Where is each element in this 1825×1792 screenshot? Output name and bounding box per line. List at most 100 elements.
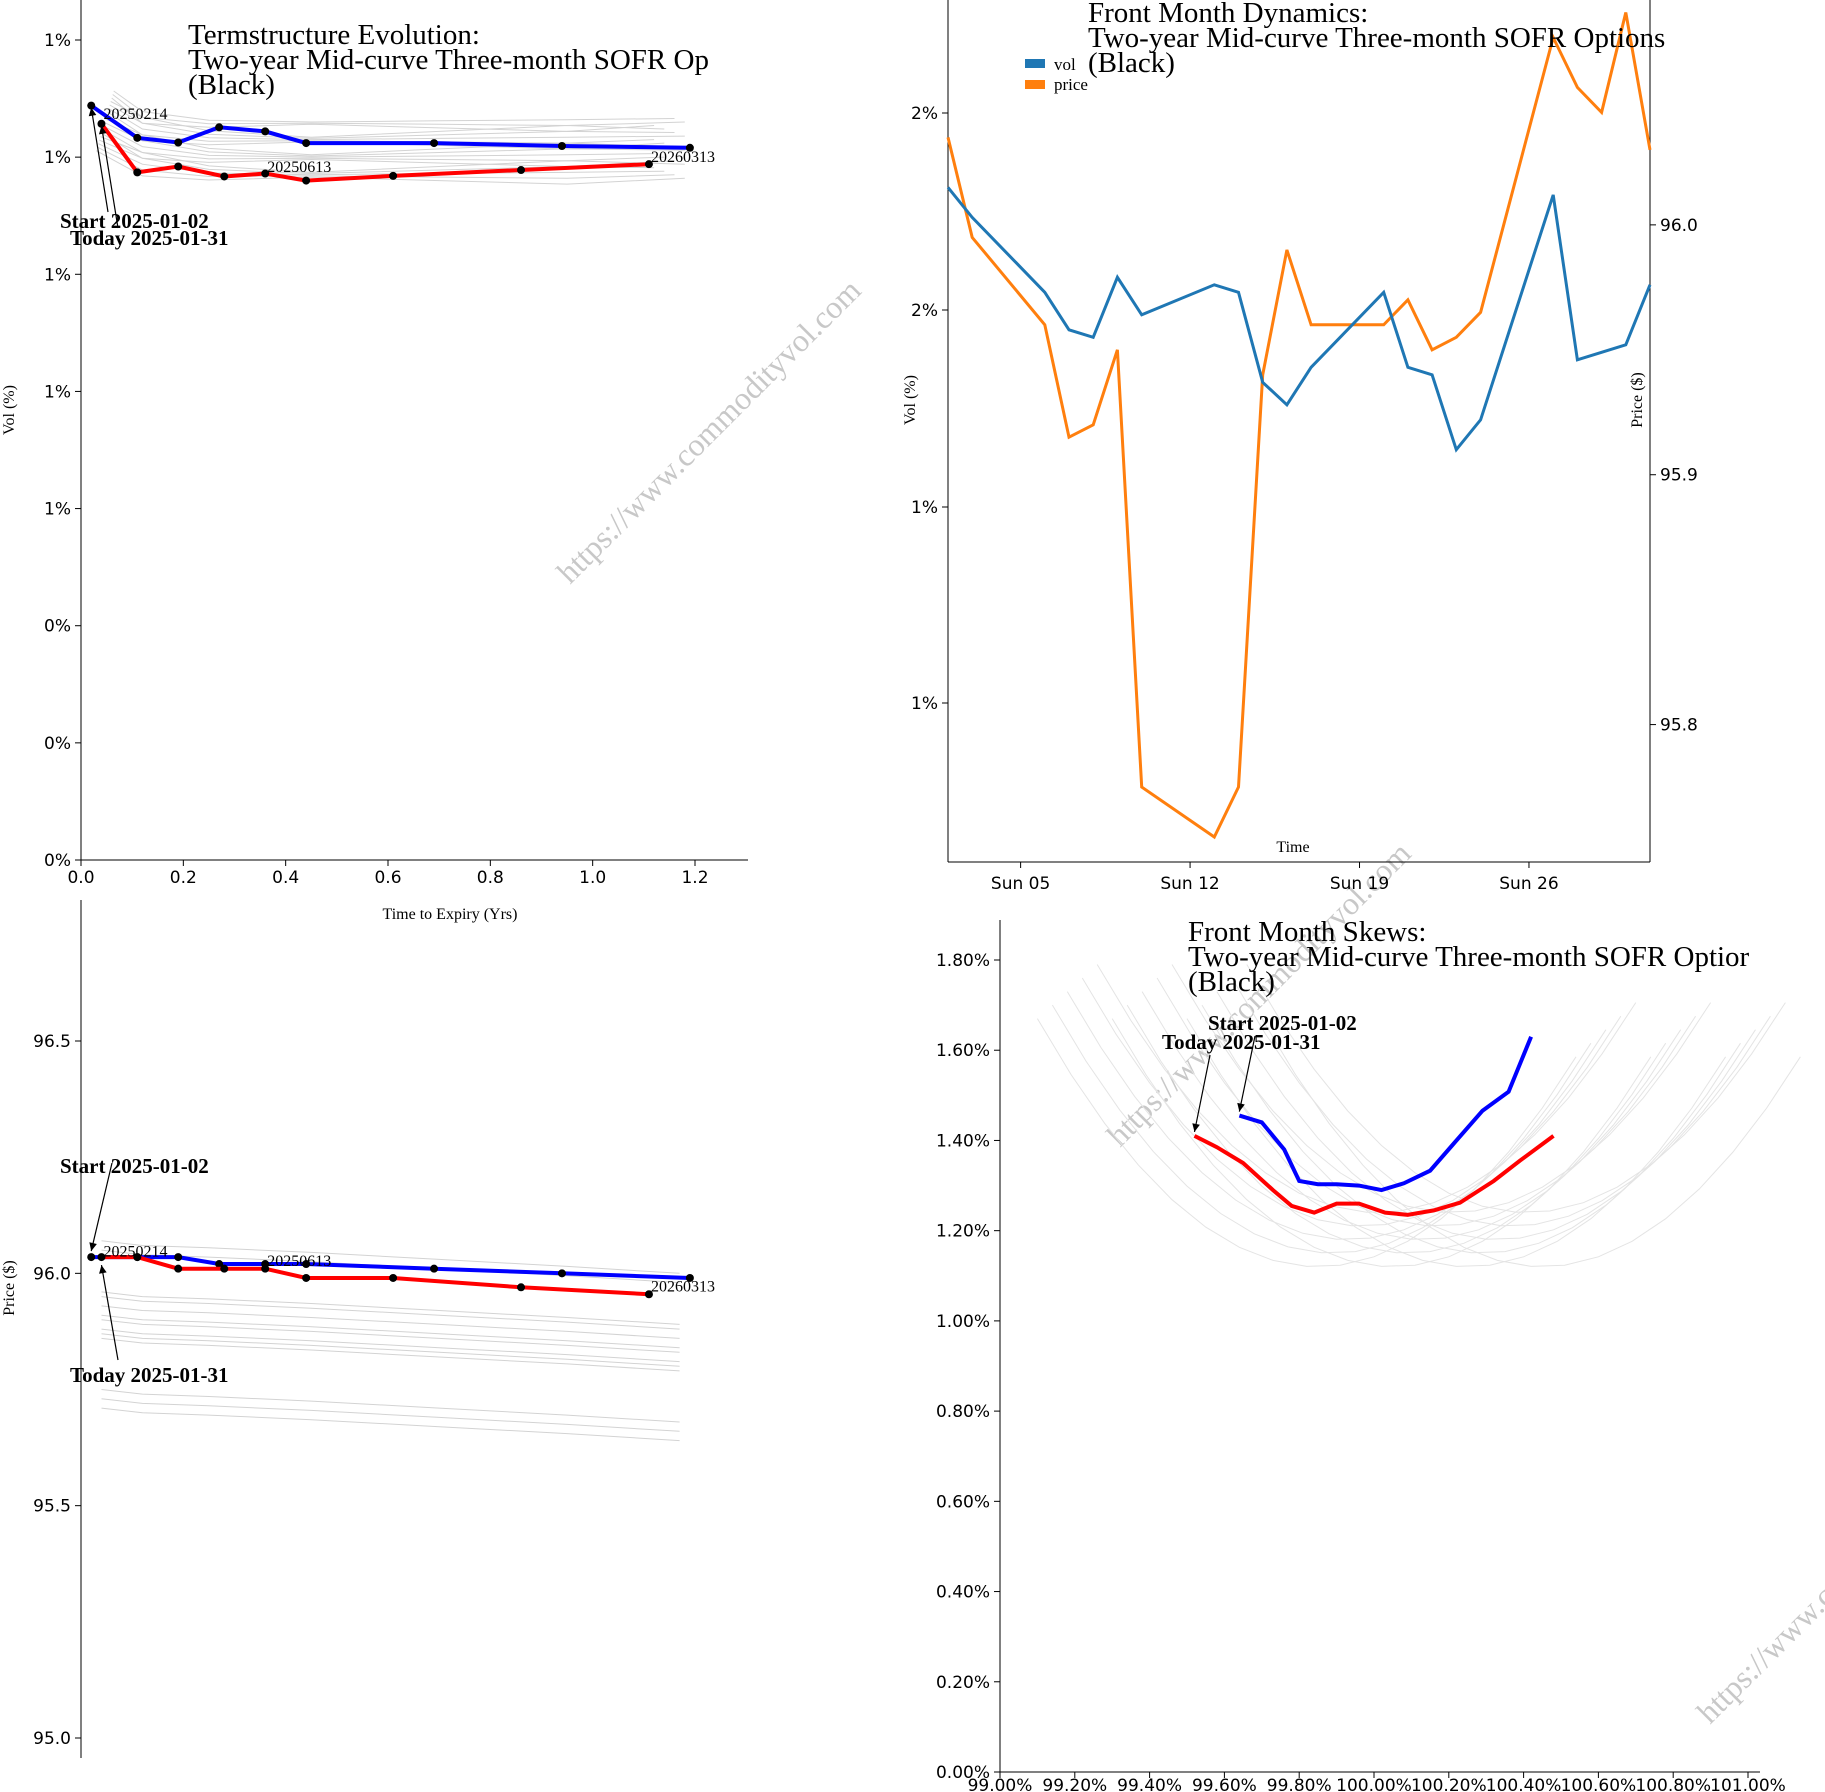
data-point	[220, 172, 229, 181]
history-line	[1186, 1018, 1727, 1267]
chart-title-line-1: Front Month Skews:	[1188, 916, 1426, 948]
y-tick-label: 1.00%	[936, 1312, 990, 1332]
history-line	[101, 1314, 680, 1349]
data-point	[389, 171, 398, 180]
x-axis-title: Time to Expiry (Yrs)	[383, 906, 518, 923]
history-line	[101, 1240, 680, 1274]
y-axis-title: Vol (%)	[902, 375, 919, 425]
title-clip	[748, 40, 758, 100]
data-point	[87, 1253, 96, 1262]
series-line-today	[1193, 1134, 1555, 1217]
history-line	[1066, 991, 1607, 1240]
y2-tick-label: 96.0	[1660, 216, 1698, 236]
data-point	[174, 138, 183, 147]
data-point	[644, 1290, 653, 1299]
x-tick-label: 99.20%	[1042, 1776, 1107, 1792]
y-tick-label: 2%	[911, 104, 938, 124]
history-line	[1051, 1004, 1592, 1254]
data-point	[133, 1253, 142, 1262]
y-tick-label: 1.40%	[936, 1131, 990, 1151]
annotation-start: Start 2025-01-02	[60, 209, 209, 233]
date-label: 20250613	[267, 1253, 331, 1270]
data-point	[430, 1264, 439, 1273]
annotation-today: Today 2025-01-31	[70, 226, 229, 250]
x-tick-label: 100.20%	[1411, 1776, 1487, 1792]
skews-chart: 0.00% 0.20% 0.40% 0.60% 0.80% 1.00% 1.20% 1.40%…	[936, 916, 1801, 1792]
history-line	[1036, 1018, 1577, 1267]
chart-title-line-2: Two-year Mid-curve Three-month SOFR Opti…	[1088, 22, 1665, 54]
dynamics-chart: 1% 1% 2% 2% 95.8 95.9 96.0 Sun 05 Sun 12 Sun 19 Su…	[902, 0, 1698, 894]
watermarks: https://www.commodityvol.com https://www.…	[0, 0, 1825, 1730]
data-point	[97, 1253, 106, 1262]
arrow-today-head	[1192, 1123, 1200, 1132]
data-point	[302, 139, 311, 148]
history-line	[1216, 991, 1756, 1240]
x-tick-label: 0.8	[477, 868, 504, 888]
y-tick-label: 0.40%	[936, 1583, 990, 1603]
y-tick-label: 1.60%	[936, 1041, 990, 1061]
price-termstructure-chart: 95.0 95.5 96.0 96.5 Price ($) 20250214 2025061…	[1, 900, 715, 1758]
y2-axis-title: Price ($)	[1629, 372, 1646, 428]
data-point	[302, 1260, 311, 1269]
y-tick-label: 0.80%	[936, 1402, 990, 1422]
legend-label-vol: vol	[1054, 55, 1076, 74]
history-lines	[101, 1240, 680, 1442]
data-point	[174, 162, 183, 171]
data-point	[133, 133, 142, 142]
arrow-start-line	[90, 107, 109, 213]
y-tick-label: 1%	[44, 148, 71, 168]
x-tick-label: 0.6	[374, 868, 401, 888]
x-tick-label: 0.2	[170, 868, 197, 888]
history-line	[103, 125, 655, 158]
data-point	[87, 101, 96, 110]
history-line	[101, 1337, 680, 1372]
watermark-4: https://www.commodityvol.com	[1689, 1412, 1825, 1730]
x-tick-label: 99.80%	[1267, 1776, 1332, 1792]
data-point	[557, 142, 566, 151]
arrow-today-line	[100, 1264, 119, 1361]
chart-title-line-3: (Black)	[1188, 966, 1275, 998]
y-tick-label: 96.5	[33, 1032, 71, 1052]
data-point	[174, 1253, 183, 1262]
date-label: 20260313	[651, 1279, 715, 1296]
legend-swatch-price	[1025, 80, 1045, 89]
history-line	[101, 1319, 680, 1353]
date-label: 20250613	[267, 159, 331, 176]
data-point	[261, 169, 270, 178]
x-tick-label: 100.60%	[1561, 1776, 1637, 1792]
y-tick-label: 0.60%	[936, 1492, 990, 1512]
data-point	[302, 1273, 311, 1282]
history-line	[1081, 977, 1622, 1227]
arrow-today-line	[100, 125, 119, 229]
history-line	[101, 1389, 680, 1423]
arrow-start-line	[1238, 1035, 1256, 1112]
y-tick-label: 0.20%	[936, 1673, 990, 1693]
data-point	[215, 1260, 224, 1269]
history-line	[113, 90, 675, 123]
y-tick-label: 0.00%	[936, 1763, 990, 1783]
x-tick-label: Sun 05	[991, 874, 1050, 894]
data-point	[220, 1264, 229, 1273]
history-lines	[96, 90, 685, 185]
history-line	[1171, 964, 1712, 1213]
data-point	[174, 1264, 183, 1273]
history-line	[108, 108, 685, 141]
y-tick-label: 0%	[44, 617, 71, 637]
data-point	[430, 139, 439, 148]
history-line	[101, 1296, 680, 1330]
annotation-today: Today 2025-01-31	[70, 1363, 229, 1387]
y-axis-title: Price ($)	[1, 1260, 18, 1316]
arrow-today-head	[98, 125, 107, 135]
x-tick-label: 1.0	[579, 868, 606, 888]
date-label: 20260313	[651, 149, 715, 166]
chart-title-line-2: Two-year Mid-curve Three-month SOFR Opti…	[1188, 941, 1750, 973]
data-point	[133, 168, 142, 177]
history-line	[101, 1291, 680, 1325]
y-tick-label: 95.5	[33, 1497, 71, 1517]
history-line	[101, 1305, 680, 1339]
history-line	[101, 1407, 680, 1442]
history-line	[1126, 1004, 1667, 1254]
history-line	[1156, 977, 1697, 1227]
y-tick-label: 95.0	[33, 1729, 71, 1749]
history-lines	[1036, 964, 1801, 1267]
